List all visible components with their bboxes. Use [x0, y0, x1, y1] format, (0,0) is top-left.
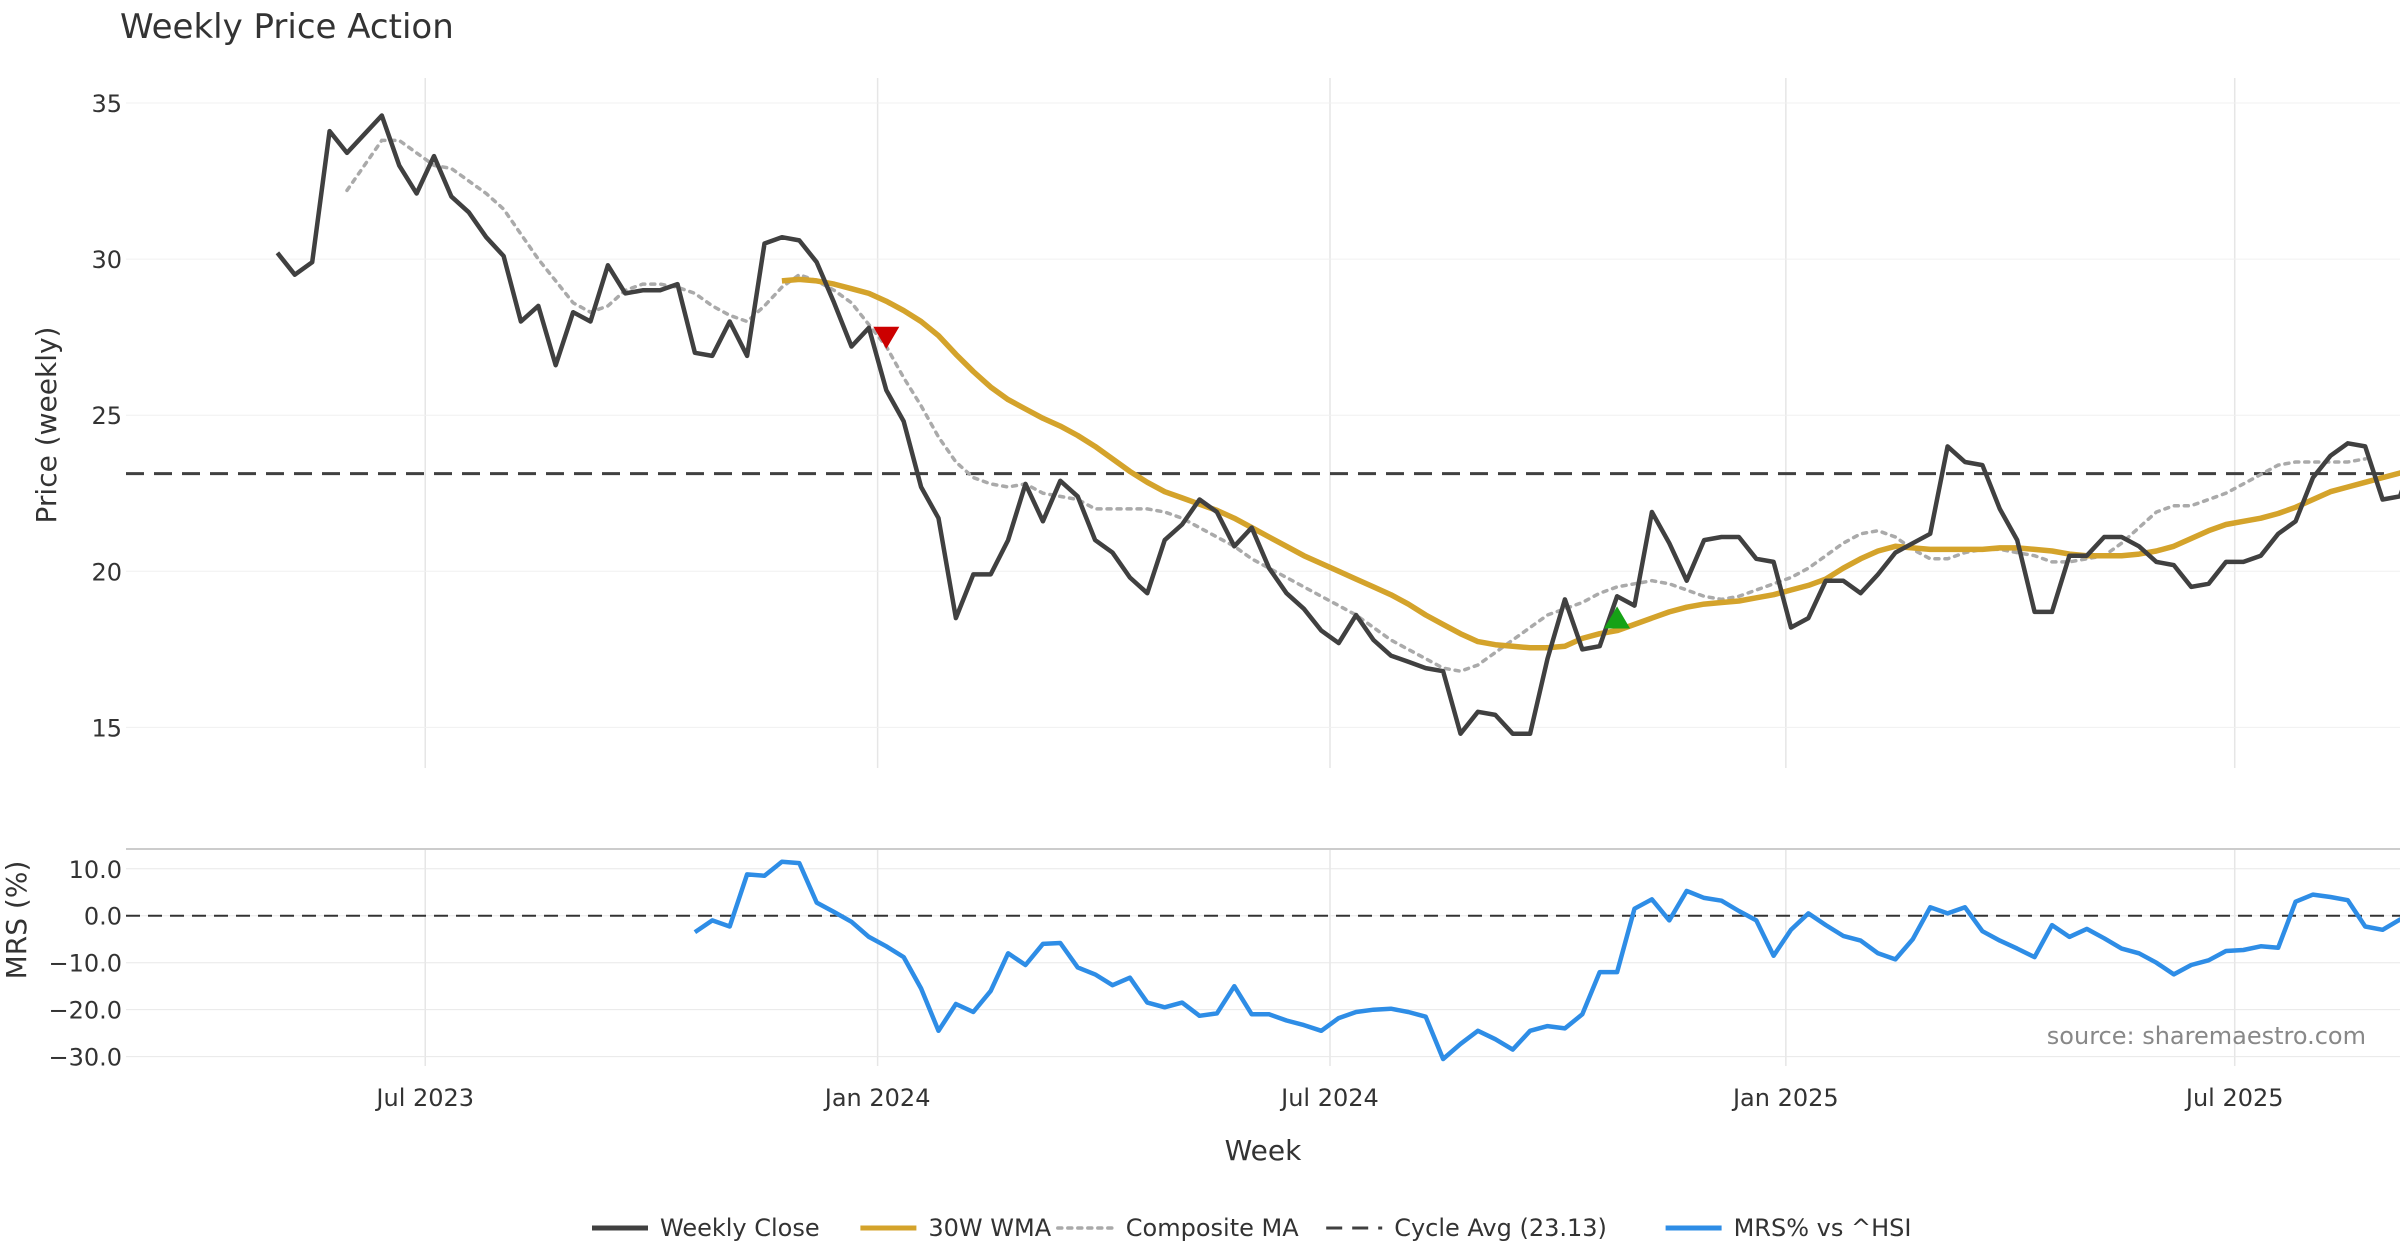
x-tick-label: Jul 2023: [374, 1084, 474, 1112]
price-y-axis-label: Price (weekly): [30, 327, 63, 524]
legend-item: MRS% vs ^HSI: [1665, 1214, 1912, 1242]
legend-label: Composite MA: [1126, 1214, 1299, 1242]
x-tick-label: Jan 2024: [823, 1084, 931, 1112]
price-y-tick-label: 20: [91, 558, 122, 586]
x-tick-label: Jul 2024: [1279, 1084, 1379, 1112]
price-y-axis: 15 20 25 30 35: [91, 90, 122, 742]
x-axis: Jul 2023 Jan 2024 Jul 2024 Jan 2025 Jul 2025: [374, 1084, 2283, 1112]
mrs-y-tick-label: −10.0: [48, 950, 122, 978]
price-series: [126, 113, 2400, 736]
buy-signal-marker: [1604, 606, 1631, 629]
legend-label: MRS% vs ^HSI: [1734, 1214, 1912, 1242]
source-credit: source: sharemaestro.com: [2047, 1022, 2366, 1050]
legend-label: 30W WMA: [928, 1214, 1051, 1242]
price-grid: [126, 78, 2400, 768]
price-y-tick-label: 30: [91, 246, 122, 274]
chart-title: Weekly Price Action: [120, 7, 454, 47]
weekly-close-line: [275, 113, 2400, 736]
composite-ma-line: [345, 138, 2367, 674]
x-tick-label: Jul 2025: [2184, 1084, 2284, 1112]
price-y-tick-label: 15: [91, 714, 122, 742]
mrs-y-axis-label: MRS (%): [0, 861, 33, 980]
x-tick-label: Jan 2025: [1731, 1084, 1839, 1112]
mrs-y-tick-label: 10.0: [69, 856, 122, 884]
mrs-y-tick-label: −20.0: [48, 997, 122, 1025]
sell-signal-marker: [873, 326, 900, 349]
mrs-series: [126, 859, 2400, 1062]
legend-item: 30W WMA: [860, 1214, 1052, 1242]
legend-label: Weekly Close: [660, 1214, 820, 1242]
x-axis-label: Week: [1225, 1134, 1302, 1167]
price-y-tick-label: 25: [91, 402, 122, 430]
wma-30w-line: [781, 276, 2400, 651]
mrs-y-axis: 10.0 0.0 −10.0 −20.0 −30.0: [48, 856, 122, 1072]
mrs-line: [693, 859, 2400, 1062]
legend-item: Cycle Avg (23.13): [1326, 1214, 1607, 1242]
legend-label: Cycle Avg (23.13): [1394, 1214, 1607, 1242]
legend-item: Composite MA: [1056, 1214, 1299, 1242]
price-y-tick-label: 35: [91, 90, 122, 118]
mrs-y-tick-label: 0.0: [84, 903, 122, 931]
legend-item: Weekly Close: [592, 1214, 820, 1242]
legend: Weekly Close 30W WMA Composite MA Cycle Avg…: [592, 1214, 1911, 1242]
mrs-y-tick-label: −30.0: [48, 1044, 122, 1072]
